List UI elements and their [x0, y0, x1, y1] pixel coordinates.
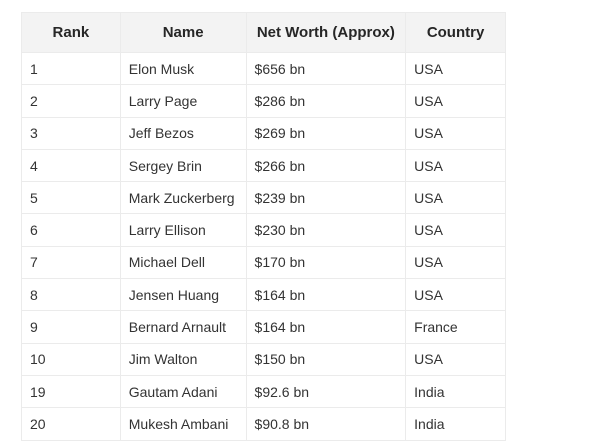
cell-name: Bernard Arnault	[119, 310, 247, 344]
cell-name: Mukesh Ambani	[119, 407, 247, 441]
cell-country: USA	[405, 181, 506, 215]
table-row: 2 Larry Page $286 bn USA	[21, 84, 506, 118]
cell-net-worth: $269 bn	[245, 116, 407, 150]
table-row: 1 Elon Musk $656 bn USA	[21, 51, 506, 86]
cell-net-worth: $150 bn	[245, 342, 407, 376]
cell-rank: 4	[21, 148, 121, 183]
table-row: 9 Bernard Arnault $164 bn France	[21, 310, 506, 344]
cell-name: Gautam Adani	[119, 374, 247, 409]
cell-rank: 1	[21, 51, 121, 86]
cell-name: Jim Walton	[119, 342, 247, 376]
cell-rank: 2	[21, 84, 121, 118]
cell-net-worth: $164 bn	[245, 278, 407, 312]
cell-name: Jensen Huang	[119, 278, 247, 312]
table-row: 10 Jim Walton $150 bn USA	[21, 342, 506, 376]
cell-country: USA	[405, 51, 506, 86]
cell-net-worth: $239 bn	[245, 181, 407, 215]
header-row: Rank Name Net Worth (Approx) Country	[21, 12, 506, 53]
table-row: 20 Mukesh Ambani $90.8 bn India	[21, 407, 506, 441]
cell-rank: 8	[21, 278, 121, 312]
cell-country: USA	[405, 84, 506, 118]
cell-country: France	[405, 310, 506, 344]
cell-name: Elon Musk	[119, 51, 247, 86]
cell-rank: 3	[21, 116, 121, 150]
cell-country: USA	[405, 278, 506, 312]
cell-rank: 6	[21, 213, 121, 247]
cell-country: USA	[405, 245, 506, 280]
table-body: 1 Elon Musk $656 bn USA 2 Larry Page $286 bn US…	[21, 51, 506, 441]
cell-country: USA	[405, 213, 506, 247]
cell-name: Mark Zuckerberg	[119, 181, 247, 215]
cell-net-worth: $656 bn	[245, 51, 407, 86]
cell-country: India	[405, 407, 506, 441]
cell-rank: 20	[21, 407, 121, 441]
column-header-net-worth: Net Worth (Approx)	[245, 12, 407, 53]
table-row: 19 Gautam Adani $92.6 bn India	[21, 374, 506, 409]
cell-net-worth: $266 bn	[245, 148, 407, 183]
cell-net-worth: $90.8 bn	[245, 407, 407, 441]
column-header-name: Name	[119, 12, 247, 53]
table-row: 8 Jensen Huang $164 bn USA	[21, 278, 506, 312]
cell-rank: 10	[21, 342, 121, 376]
cell-net-worth: $92.6 bn	[245, 374, 407, 409]
cell-country: USA	[405, 342, 506, 376]
cell-rank: 7	[21, 245, 121, 280]
cell-name: Jeff Bezos	[119, 116, 247, 150]
cell-name: Michael Dell	[119, 245, 247, 280]
cell-country: India	[405, 374, 506, 409]
column-header-rank: Rank	[21, 12, 121, 53]
cell-country: USA	[405, 148, 506, 183]
cell-net-worth: $164 bn	[245, 310, 407, 344]
cell-net-worth: $286 bn	[245, 84, 407, 118]
table-row: 7 Michael Dell $170 bn USA	[21, 245, 506, 280]
cell-name: Sergey Brin	[119, 148, 247, 183]
cell-net-worth: $230 bn	[245, 213, 407, 247]
table-row: 4 Sergey Brin $266 bn USA	[21, 148, 506, 183]
table-row: 5 Mark Zuckerberg $239 bn USA	[21, 181, 506, 215]
cell-rank: 19	[21, 374, 121, 409]
column-header-country: Country	[405, 12, 506, 53]
cell-rank: 9	[21, 310, 121, 344]
table-row: 3 Jeff Bezos $269 bn USA	[21, 116, 506, 150]
table-header: Rank Name Net Worth (Approx) Country	[21, 12, 506, 53]
cell-name: Larry Ellison	[119, 213, 247, 247]
cell-rank: 5	[21, 181, 121, 215]
table-row: 6 Larry Ellison $230 bn USA	[21, 213, 506, 247]
cell-country: USA	[405, 116, 506, 150]
cell-net-worth: $170 bn	[245, 245, 407, 280]
cell-name: Larry Page	[119, 84, 247, 118]
billionaires-table: Rank Name Net Worth (Approx) Country 1 Elon …	[21, 12, 506, 441]
